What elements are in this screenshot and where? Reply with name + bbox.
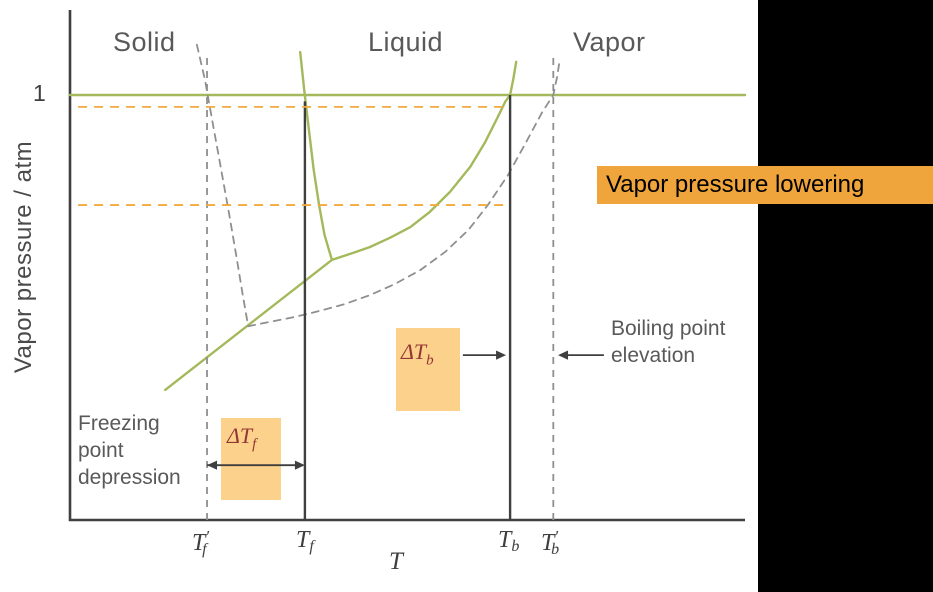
tick-base: T [296,527,310,553]
pure-solvent-vaporization-curve [330,60,518,262]
x-tick-tb: Tb [498,527,519,556]
delta-tb-label: ΔTb [401,339,434,369]
y-tick-1: 1 [33,80,46,106]
region-label-solid: Solid [113,27,176,57]
delta-tb-sub: b [426,352,434,369]
x-tick-tf-prime: T′f [192,527,210,559]
boiling-elevation-pointer-arrow-head [558,350,569,360]
x-tick-tf: Tf [296,527,314,556]
delta-tb-highlight-box [396,328,460,411]
solution-fusion-curve [196,43,250,328]
freezing-depression-arrow-head [294,460,305,470]
region-label-liquid: Liquid [368,27,444,57]
axes [68,10,745,522]
pure-solvent-sublimation-curve [164,258,334,392]
delta-tf-base: ΔT [227,423,253,448]
vapor-pressure-lowering-callout: Vapor pressure lowering [597,166,933,204]
delta-tf-sub: f [252,436,257,453]
x-axis-label: T [389,548,403,575]
delta-tb-arrow-head [496,350,507,360]
x-tick-tb-prime: T′b [541,527,559,559]
y-axis-label: Vapor pressure / atm [10,140,37,374]
freezing-depression-arrow-head [207,460,218,470]
delta-tf-label: ΔTf [227,423,256,453]
freezing-point-depression-label: Freezing point depression [78,412,181,489]
tick-base: T [541,530,555,556]
delta-tf-highlight-box [221,418,281,500]
side-black-panel [758,0,933,592]
tick-sub: b [551,541,560,558]
pure-solvent-fusion-curve [299,50,334,262]
tick-sub: f [202,541,207,558]
region-label-vapor: Vapor [573,27,646,57]
boiling-point-elevation-label: Boiling point elevation [611,317,726,367]
solution-vaporization-curve [247,60,561,328]
tick-sub: f [309,538,314,555]
tick-prime: ′ [205,527,210,546]
tick-prime: ′ [554,527,559,546]
tick-base: T [498,527,512,553]
tick-base: T [192,530,206,556]
vapor-pressure-lowering-text: Vapor pressure lowering [606,171,865,198]
tick-sub: b [511,538,520,555]
delta-tb-base: ΔT [401,339,427,364]
